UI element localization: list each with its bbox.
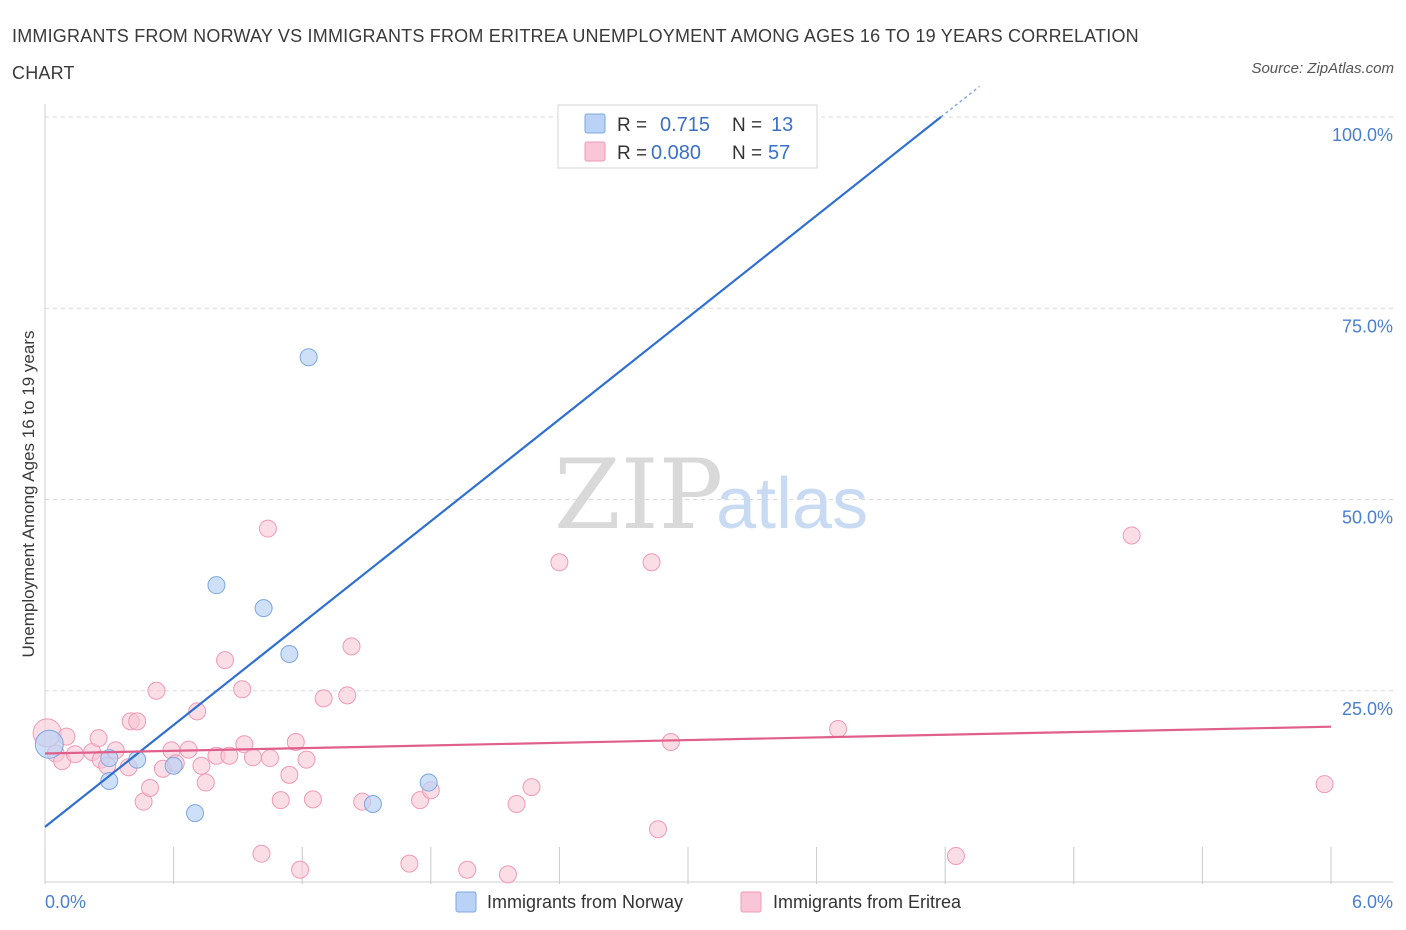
y-tick-labels: 25.0% 50.0% 75.0% 100.0% (1332, 125, 1393, 719)
norway-point (207, 576, 226, 595)
legend: Immigrants from Norway Immigrants from E… (455, 891, 962, 913)
eritrea-point (338, 686, 357, 705)
norway-point (100, 749, 119, 768)
y-tick-label: 75.0% (1342, 316, 1393, 336)
eritrea-point (291, 860, 310, 879)
eritrea-point (946, 846, 965, 865)
norway-point (280, 645, 299, 664)
norway-n-value: 13 (771, 114, 793, 136)
watermark: ZIP atlas (554, 439, 868, 551)
x-tick-labels: 0.0% 6.0% (45, 892, 1393, 912)
norway-point (100, 772, 119, 791)
norway-points (34, 111, 719, 823)
x-tick-label: 6.0% (1352, 892, 1393, 912)
eritrea-swatch (584, 141, 606, 162)
eritrea-point (196, 773, 215, 792)
eritrea-point (458, 860, 477, 879)
eritrea-r-label: R = (617, 143, 647, 164)
norway-trend-extension (940, 85, 980, 118)
norway-point (363, 794, 382, 813)
norway-swatch (584, 113, 606, 134)
eritrea-point (1122, 526, 1141, 545)
eritrea-point (498, 865, 517, 884)
legend-norway-swatch (455, 891, 477, 913)
eritrea-point (280, 765, 299, 784)
norway-point (254, 599, 273, 618)
chart-title: IMMIGRANTS FROM NORWAY VS IMMIGRANTS FRO… (12, 26, 1139, 83)
norway-point (299, 348, 318, 367)
x-tick-label: 0.0% (45, 892, 86, 912)
eritrea-point (258, 519, 277, 538)
norway-point (34, 729, 64, 759)
y-tick-label: 25.0% (1342, 699, 1393, 719)
eritrea-point (303, 790, 322, 809)
norway-n-label: N = (732, 115, 762, 136)
norway-point (419, 773, 438, 792)
eritrea-point (66, 745, 85, 764)
watermark-zip: ZIP (554, 439, 723, 551)
eritrea-trend-line (44, 725, 1332, 755)
y-tick-label: 100.0% (1332, 125, 1393, 145)
eritrea-point (829, 720, 848, 738)
eritrea-point (220, 746, 239, 765)
eritrea-point (642, 553, 661, 572)
norway-trend-line (44, 116, 942, 828)
stats-box: R = 0.715 N = 13 R = 0.080 N = 57 (557, 104, 818, 169)
norway-r-value: 0.715 (660, 114, 710, 136)
eritrea-point (507, 794, 526, 813)
eritrea-point (147, 681, 166, 700)
eritrea-point (522, 778, 541, 797)
eritrea-r-value: 0.080 (651, 142, 701, 164)
trend-lines (44, 85, 1332, 828)
eritrea-point (261, 749, 280, 768)
legend-eritrea-swatch (740, 891, 762, 913)
eritrea-point (661, 733, 680, 752)
grid (45, 116, 1393, 692)
y-tick-label: 50.0% (1342, 508, 1393, 528)
eritrea-point (297, 750, 316, 769)
eritrea-n-label: N = (732, 143, 762, 164)
eritrea-point (216, 651, 235, 670)
eritrea-point (243, 748, 262, 767)
eritrea-point (188, 702, 207, 721)
eritrea-point (141, 778, 160, 797)
eritrea-point (128, 712, 147, 731)
eritrea-point (550, 553, 569, 572)
eritrea-point (1315, 775, 1334, 794)
eritrea-n-value: 57 (768, 142, 790, 164)
eritrea-point (271, 791, 290, 810)
legend-norway-label: Immigrants from Norway (487, 892, 683, 912)
y-axis-title: Unemployment Among Ages 16 to 19 years (19, 331, 38, 658)
eritrea-point (400, 854, 419, 873)
source-label: Source: ZipAtlas.com (1251, 60, 1394, 77)
eritrea-point (233, 680, 252, 699)
eritrea-point (648, 820, 667, 839)
legend-eritrea-label: Immigrants from Eritrea (773, 892, 962, 912)
eritrea-points (32, 519, 1334, 884)
watermark-atlas: atlas (716, 464, 868, 544)
norway-point (164, 756, 183, 775)
eritrea-point (89, 729, 108, 748)
norway-point (186, 804, 205, 823)
eritrea-point (286, 733, 305, 752)
eritrea-point (192, 756, 211, 775)
norway-r-label: R = (617, 115, 647, 136)
eritrea-point (252, 844, 271, 863)
eritrea-point (342, 637, 361, 656)
eritrea-point (314, 689, 333, 708)
